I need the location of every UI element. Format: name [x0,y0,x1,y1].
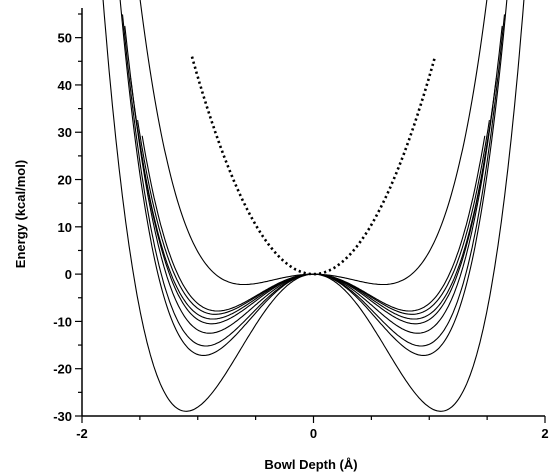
series-line [119,0,508,356]
y-tick-label: 10 [58,220,72,235]
series-line [137,120,490,315]
series-line [121,14,506,347]
series-line [133,106,494,320]
y-tick-label: 0 [65,267,72,282]
series-line [141,135,486,312]
y-tick-label: 50 [58,31,72,46]
y-tick-label: -30 [53,409,72,424]
x-tick-label: 0 [310,426,317,441]
series-line [102,0,525,412]
x-axis-title: Bowl Depth (Å) [264,457,357,472]
series-line-dotted [190,56,437,276]
series-line [139,0,488,286]
y-tick-label: 30 [58,125,72,140]
y-tick-label: 20 [58,173,72,188]
series-line [130,78,497,325]
y-tick-label: -10 [53,314,72,329]
x-tick-label: -2 [76,426,88,441]
x-tick-label: 2 [541,426,548,441]
y-axis-title: Energy (kcal/mol) [13,160,28,268]
series-line [124,25,503,334]
y-tick-label: 40 [58,78,72,93]
y-tick-label: -20 [53,362,72,377]
curves [102,0,525,412]
